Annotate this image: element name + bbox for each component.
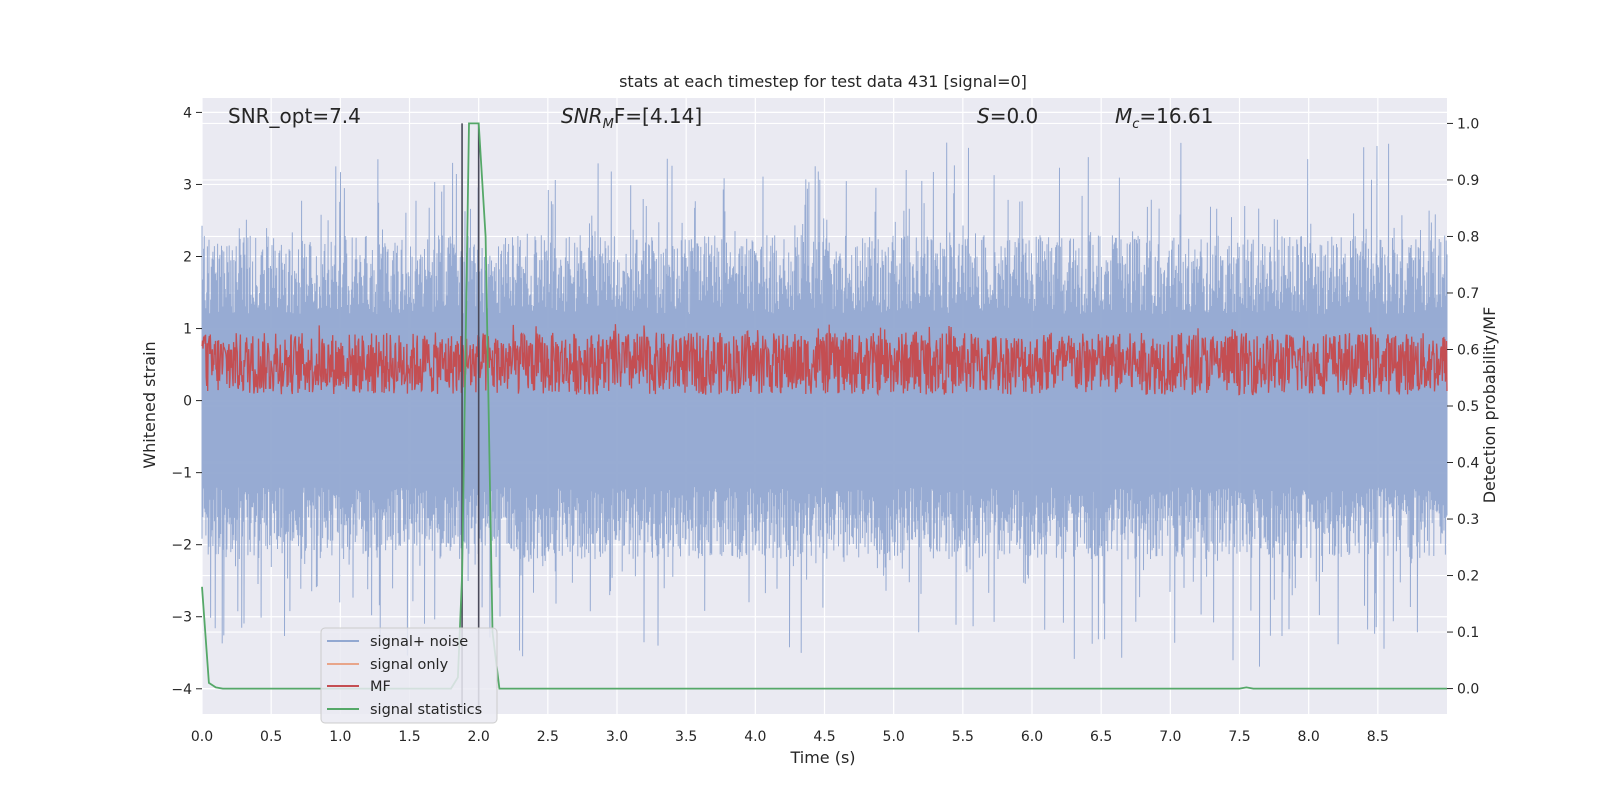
x-tick-label: 0.0 xyxy=(191,729,213,745)
x-tick-label: 7.0 xyxy=(1159,729,1181,745)
y-tick-label: 2 xyxy=(183,250,192,266)
s-annotation: S=0.0 xyxy=(977,104,1038,128)
snr-opt-annotation: SNR_opt=7.4 xyxy=(228,104,361,128)
x-tick-label: 3.5 xyxy=(675,729,697,745)
y2-tick-label: 0.3 xyxy=(1457,512,1479,528)
x-tick-label: 6.0 xyxy=(1021,729,1043,745)
x-tick-label: 5.5 xyxy=(952,729,974,745)
signal-statistics-series xyxy=(201,122,1447,690)
x-tick-label: 2.5 xyxy=(537,729,559,745)
y2-tick-label: 0.4 xyxy=(1457,456,1479,472)
y2-tick-label: 0.0 xyxy=(1457,682,1479,698)
mf-line xyxy=(201,324,1448,397)
mc-rest: =16.61 xyxy=(1139,104,1213,128)
chart-title: stats at each timestep for test data 431… xyxy=(619,72,1027,91)
x-tick-label: 2.0 xyxy=(468,729,490,745)
mc-var: M xyxy=(1115,104,1132,128)
y2-tick-label: 0.9 xyxy=(1457,173,1479,189)
y-tick-label: −3 xyxy=(171,610,192,626)
s-rest: =0.0 xyxy=(990,104,1039,128)
x-tick-label: 1.0 xyxy=(329,729,351,745)
y-tick-label: 1 xyxy=(183,322,192,338)
legend-box xyxy=(320,627,498,724)
x-tick-label: 0.5 xyxy=(260,729,282,745)
legend: signal+ noise signal only MF signal stat… xyxy=(320,627,498,724)
y2-tick-label: 0.5 xyxy=(1457,399,1479,415)
x-tick-label: 1.5 xyxy=(398,729,420,745)
y-tick-label: −2 xyxy=(171,538,192,554)
y2-tick-label: 0.1 xyxy=(1457,625,1479,641)
legend-label-signal-noise: signal+ noise xyxy=(370,634,468,650)
snr-mf-annotation: SNRMF=[4.14] xyxy=(561,104,702,132)
x-axis-label: Time (s) xyxy=(789,748,855,767)
signal-statistics-line xyxy=(201,122,1447,690)
tick-labels: 0.0 0.5 1.0 1.5 2.0 2.5 3.0 3.5 4.0 4.5 5.0 5.5 6.0 6… xyxy=(171,105,1479,745)
y-tick-label: −1 xyxy=(171,466,192,482)
y2-tick-label: 0.2 xyxy=(1457,569,1479,585)
legend-label-signal-statistics: signal statistics xyxy=(370,702,482,718)
x-tick-label: 4.5 xyxy=(813,729,835,745)
snr-mf-sub: M xyxy=(603,117,614,132)
x-tick-label: 7.5 xyxy=(1228,729,1250,745)
y-axis-label: Whitened strain xyxy=(140,341,159,468)
x-tick-label: 3.0 xyxy=(606,729,628,745)
x-tick-label: 6.5 xyxy=(1090,729,1112,745)
mc-annotation: Mc=16.61 xyxy=(1115,104,1213,132)
legend-label-signal-only: signal only xyxy=(370,657,449,673)
y2-tick-label: 1.0 xyxy=(1457,116,1479,132)
y2-tick-label: 0.7 xyxy=(1457,286,1479,302)
x-tick-label: 8.0 xyxy=(1298,729,1320,745)
legend-label-mf: MF xyxy=(370,679,391,695)
y-tick-label: −4 xyxy=(171,682,192,698)
s-var: S xyxy=(977,104,990,128)
snr-mf-base: SNR xyxy=(561,104,603,128)
x-tick-label: 5.0 xyxy=(883,729,905,745)
y2-tick-label: 0.8 xyxy=(1457,229,1479,245)
y2-axis-label: Detection probability/MF xyxy=(1480,307,1499,504)
vertical-markers xyxy=(461,123,480,714)
y-tick-label: 4 xyxy=(183,105,192,121)
snr-mf-rest: F=[4.14] xyxy=(614,104,702,128)
y2-tick-label: 0.6 xyxy=(1457,342,1479,358)
x-tick-label: 8.5 xyxy=(1367,729,1389,745)
x-tick-label: 4.0 xyxy=(744,729,766,745)
mf-series xyxy=(201,324,1448,397)
y-tick-label: 0 xyxy=(183,394,192,410)
y-tick-label: 3 xyxy=(183,177,192,193)
mc-sub: c xyxy=(1132,117,1139,132)
